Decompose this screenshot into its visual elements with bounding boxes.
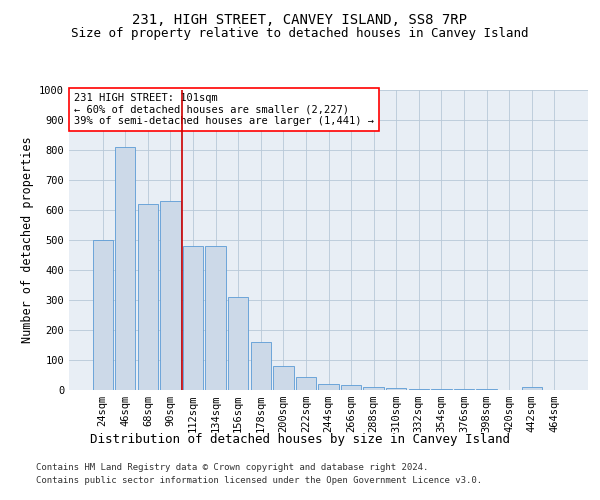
Text: Contains HM Land Registry data © Crown copyright and database right 2024.: Contains HM Land Registry data © Crown c… [36, 464, 428, 472]
Bar [160, 201, 181, 390]
Bar [409, 388, 429, 390]
Bar [521, 387, 542, 390]
Bar [92, 240, 113, 390]
Bar [341, 385, 361, 390]
Bar [296, 378, 316, 390]
Text: Contains public sector information licensed under the Open Government Licence v3: Contains public sector information licen… [36, 476, 482, 485]
Bar [205, 246, 226, 390]
Text: 231, HIGH STREET, CANVEY ISLAND, SS8 7RP: 231, HIGH STREET, CANVEY ISLAND, SS8 7RP [133, 12, 467, 26]
Bar [386, 388, 406, 390]
Bar [115, 147, 136, 390]
Text: Size of property relative to detached houses in Canvey Island: Size of property relative to detached ho… [71, 28, 529, 40]
Bar [138, 204, 158, 390]
Bar [251, 342, 271, 390]
Bar [228, 297, 248, 390]
Text: Distribution of detached houses by size in Canvey Island: Distribution of detached houses by size … [90, 432, 510, 446]
Y-axis label: Number of detached properties: Number of detached properties [20, 136, 34, 344]
Bar [183, 246, 203, 390]
Text: 231 HIGH STREET: 101sqm
← 60% of detached houses are smaller (2,227)
39% of semi: 231 HIGH STREET: 101sqm ← 60% of detache… [74, 93, 374, 126]
Bar [364, 387, 384, 390]
Bar [431, 389, 452, 390]
Bar [273, 366, 293, 390]
Bar [319, 384, 338, 390]
